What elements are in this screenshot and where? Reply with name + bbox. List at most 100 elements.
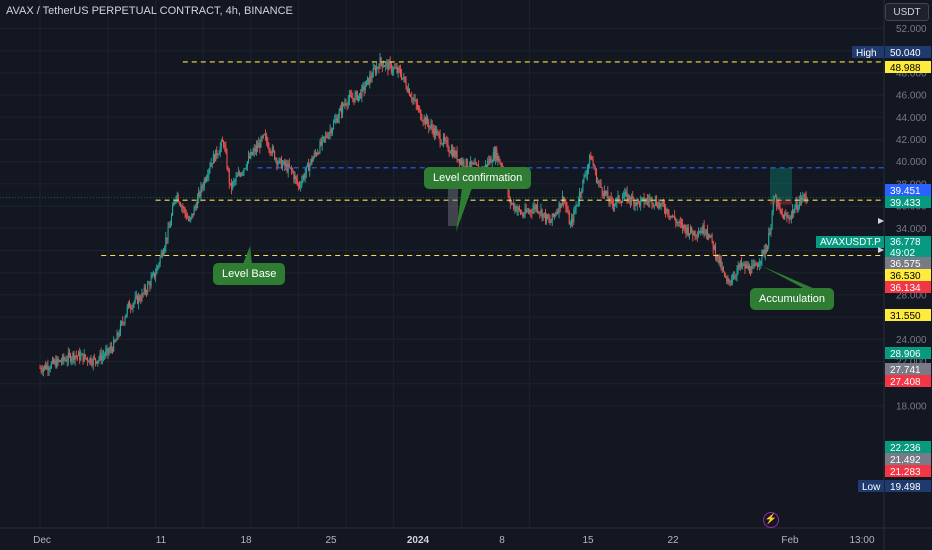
candle-body xyxy=(260,137,262,148)
candle-body xyxy=(310,159,312,165)
candle-body xyxy=(236,175,238,177)
candle-body xyxy=(134,297,136,302)
candle-body xyxy=(232,182,234,189)
candle-body xyxy=(412,98,414,100)
candle-body xyxy=(801,197,803,201)
candle-body xyxy=(584,175,586,177)
candle-body xyxy=(788,217,790,219)
candle-body xyxy=(757,264,760,267)
candle-body xyxy=(42,367,44,372)
candle-body xyxy=(589,155,591,164)
candle-body xyxy=(243,168,245,172)
candle-body xyxy=(345,103,347,105)
candle-body xyxy=(402,77,404,79)
candle-body xyxy=(437,131,439,133)
candle-body xyxy=(611,200,613,204)
candle-body xyxy=(495,148,497,160)
candle-body xyxy=(305,166,307,174)
candle-body xyxy=(388,61,390,71)
candle-body xyxy=(276,158,278,165)
candle-body xyxy=(489,158,491,164)
price-tag-value: 22.236 xyxy=(890,443,921,454)
candle-body xyxy=(193,207,195,216)
candle-body xyxy=(128,302,131,308)
candle-body xyxy=(190,217,192,220)
candle-body xyxy=(96,361,98,364)
price-tag-caption: AVAXUSDT.P xyxy=(820,237,881,248)
candle-body xyxy=(615,202,617,205)
candle-body xyxy=(508,195,510,198)
candle-body xyxy=(768,232,770,246)
candle-body xyxy=(547,214,549,219)
candle-body xyxy=(407,89,409,92)
candle-body xyxy=(360,93,362,98)
candle-body xyxy=(293,172,295,180)
y-tick-label: 34.000 xyxy=(896,224,927,235)
candle-body xyxy=(786,214,788,218)
candle-body xyxy=(196,197,199,208)
candle-body xyxy=(619,201,621,203)
price-tag-level-low xyxy=(885,309,931,321)
candle-body xyxy=(439,134,441,143)
candle-body xyxy=(603,190,605,196)
candle-body xyxy=(161,252,163,256)
candle-body xyxy=(127,302,129,307)
price-tag-level-mid xyxy=(885,269,931,281)
candle-body xyxy=(376,66,378,73)
candle-body xyxy=(420,110,422,120)
candle-body xyxy=(306,163,309,167)
candle-body xyxy=(46,365,48,369)
candle-body xyxy=(266,135,268,142)
y-tick-label: 18.000 xyxy=(896,401,927,412)
currency-button[interactable]: USDT xyxy=(885,3,929,21)
candle-body xyxy=(720,258,722,269)
candle-body xyxy=(344,103,346,106)
lightning-icon[interactable]: ⚡ xyxy=(763,512,779,528)
candle-body xyxy=(542,213,544,218)
long-position-tool[interactable] xyxy=(770,168,792,205)
candle-body xyxy=(224,145,226,147)
candle-body xyxy=(694,231,696,236)
candle-body xyxy=(680,222,683,224)
y-tick-label: 52.000 xyxy=(896,24,927,35)
candle-body xyxy=(755,263,757,266)
candle-body xyxy=(381,62,383,67)
candle-body xyxy=(518,207,520,210)
candle-body xyxy=(210,163,212,167)
candle-body xyxy=(670,215,672,218)
candle-body xyxy=(227,168,229,170)
callout-level-confirmation: Level confirmation xyxy=(424,167,532,189)
candle-body xyxy=(138,296,140,304)
candle-body xyxy=(50,362,52,368)
candle-body xyxy=(404,76,406,82)
candle-body xyxy=(135,295,137,298)
candle-body xyxy=(567,211,569,213)
candle-body xyxy=(453,150,455,157)
candle-body xyxy=(805,196,807,200)
candle-body xyxy=(386,62,388,64)
candle-body xyxy=(308,163,310,171)
candle-body xyxy=(470,160,472,168)
candle-body xyxy=(102,355,105,357)
candle-body xyxy=(428,123,430,128)
symbol-title: AVAX / TetherUS PERPETUAL CONTRACT, 4h, … xyxy=(6,5,293,17)
candle-body xyxy=(573,210,575,222)
candle-body xyxy=(118,333,120,336)
candle-body xyxy=(115,340,117,342)
pointer-level-base xyxy=(243,246,252,264)
candle-body xyxy=(752,264,754,266)
candle-body xyxy=(804,194,806,197)
candle-body xyxy=(397,67,399,73)
price-tag-countdown: 49:02 xyxy=(890,248,915,259)
candle-body xyxy=(564,201,566,203)
candle-body xyxy=(444,137,446,141)
time-axis: Dec 11 18 25 2024 8 15 22 Feb 13:00 xyxy=(33,535,875,546)
candle-body xyxy=(319,141,321,154)
candle-body xyxy=(753,264,755,266)
candle-body xyxy=(446,140,448,142)
candle-body xyxy=(67,352,69,361)
candle-body xyxy=(398,67,400,70)
candle-body xyxy=(668,214,670,216)
candle-body xyxy=(424,117,426,125)
